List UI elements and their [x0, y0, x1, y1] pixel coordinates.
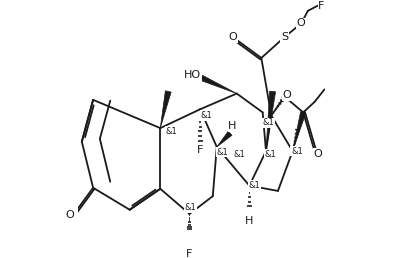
Text: HO: HO [184, 70, 202, 80]
Polygon shape [217, 131, 232, 147]
Text: O: O [297, 18, 305, 28]
Text: &1: &1 [262, 118, 274, 127]
Polygon shape [160, 91, 171, 128]
Text: F: F [318, 1, 325, 11]
Text: O: O [283, 91, 291, 100]
Text: &1: &1 [234, 150, 245, 159]
Polygon shape [266, 91, 276, 151]
Text: &1: &1 [166, 127, 177, 136]
Text: H: H [245, 216, 253, 226]
Text: O: O [314, 149, 322, 159]
Polygon shape [200, 75, 237, 94]
Text: O: O [229, 32, 237, 42]
Text: O: O [65, 210, 74, 220]
Text: &1: &1 [291, 147, 303, 156]
Text: &1: &1 [249, 181, 261, 190]
Text: H: H [229, 121, 237, 131]
Text: &1: &1 [185, 203, 197, 212]
Text: F: F [186, 249, 193, 258]
Text: &1: &1 [264, 150, 276, 159]
Text: F: F [197, 145, 204, 155]
Text: &1: &1 [201, 111, 212, 120]
Polygon shape [293, 112, 306, 151]
Text: S: S [281, 32, 288, 42]
Text: &1: &1 [216, 148, 228, 157]
